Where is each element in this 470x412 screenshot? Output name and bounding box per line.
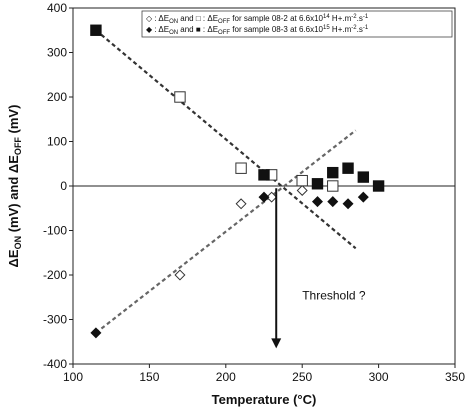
open-diamond-point <box>174 269 186 281</box>
filled-diamond-point <box>311 196 323 208</box>
y-tick-label: -100 <box>43 224 67 238</box>
open-square-point <box>296 174 308 187</box>
y-axis-title: ΔEON (mV) and ΔEOFF (mV) <box>6 105 23 268</box>
filled-diamond-point <box>342 198 354 210</box>
open-square-point <box>174 91 186 103</box>
filled-square-point <box>342 162 354 174</box>
trend-line <box>95 129 357 334</box>
open-square-point <box>235 162 247 174</box>
filled-square-point <box>90 24 102 36</box>
open-diamond-point <box>235 198 247 210</box>
filled-square-point <box>327 166 339 179</box>
threshold-annotation: Threshold ? <box>302 288 366 302</box>
x-tick-label: 350 <box>445 370 465 384</box>
filled-diamond-point <box>90 327 102 339</box>
legend-box <box>141 10 453 38</box>
y-tick-label: -300 <box>43 313 67 327</box>
filled-diamond-point <box>327 196 339 208</box>
x-tick-label: 300 <box>369 370 389 384</box>
filled-square-point <box>357 171 370 183</box>
y-tick-label: -200 <box>43 268 67 282</box>
filled-square-point <box>372 180 385 192</box>
y-tick-label: 100 <box>47 135 67 149</box>
y-tick-label: -400 <box>43 357 67 371</box>
legend-entry: ◆ : ΔEON and ■ : ΔEOFF for sample 08-3 a… <box>146 25 369 36</box>
trend-line <box>95 29 357 250</box>
legend-entry: ◇ : ΔEON and □ : ΔEOFF for sample 08-2 a… <box>146 14 369 25</box>
x-tick-label: 200 <box>216 370 236 384</box>
filled-square-point <box>311 178 324 190</box>
threshold-arrow-head <box>271 338 282 349</box>
x-tick-label: 150 <box>139 370 159 384</box>
x-tick-label: 100 <box>63 370 83 384</box>
open-square-point <box>327 180 339 192</box>
x-axis-title: Temperature (°C) <box>212 392 317 407</box>
y-tick-label: 400 <box>47 1 67 15</box>
open-diamond-point <box>266 191 278 203</box>
filled-square-point <box>258 169 270 181</box>
x-tick-label: 250 <box>292 370 312 384</box>
y-tick-label: 300 <box>47 46 67 60</box>
open-diamond-point <box>296 184 308 196</box>
filled-diamond-point <box>258 191 270 203</box>
y-tick-label: 0 <box>60 179 67 193</box>
y-tick-label: 200 <box>47 90 67 104</box>
filled-diamond-point <box>357 191 369 203</box>
